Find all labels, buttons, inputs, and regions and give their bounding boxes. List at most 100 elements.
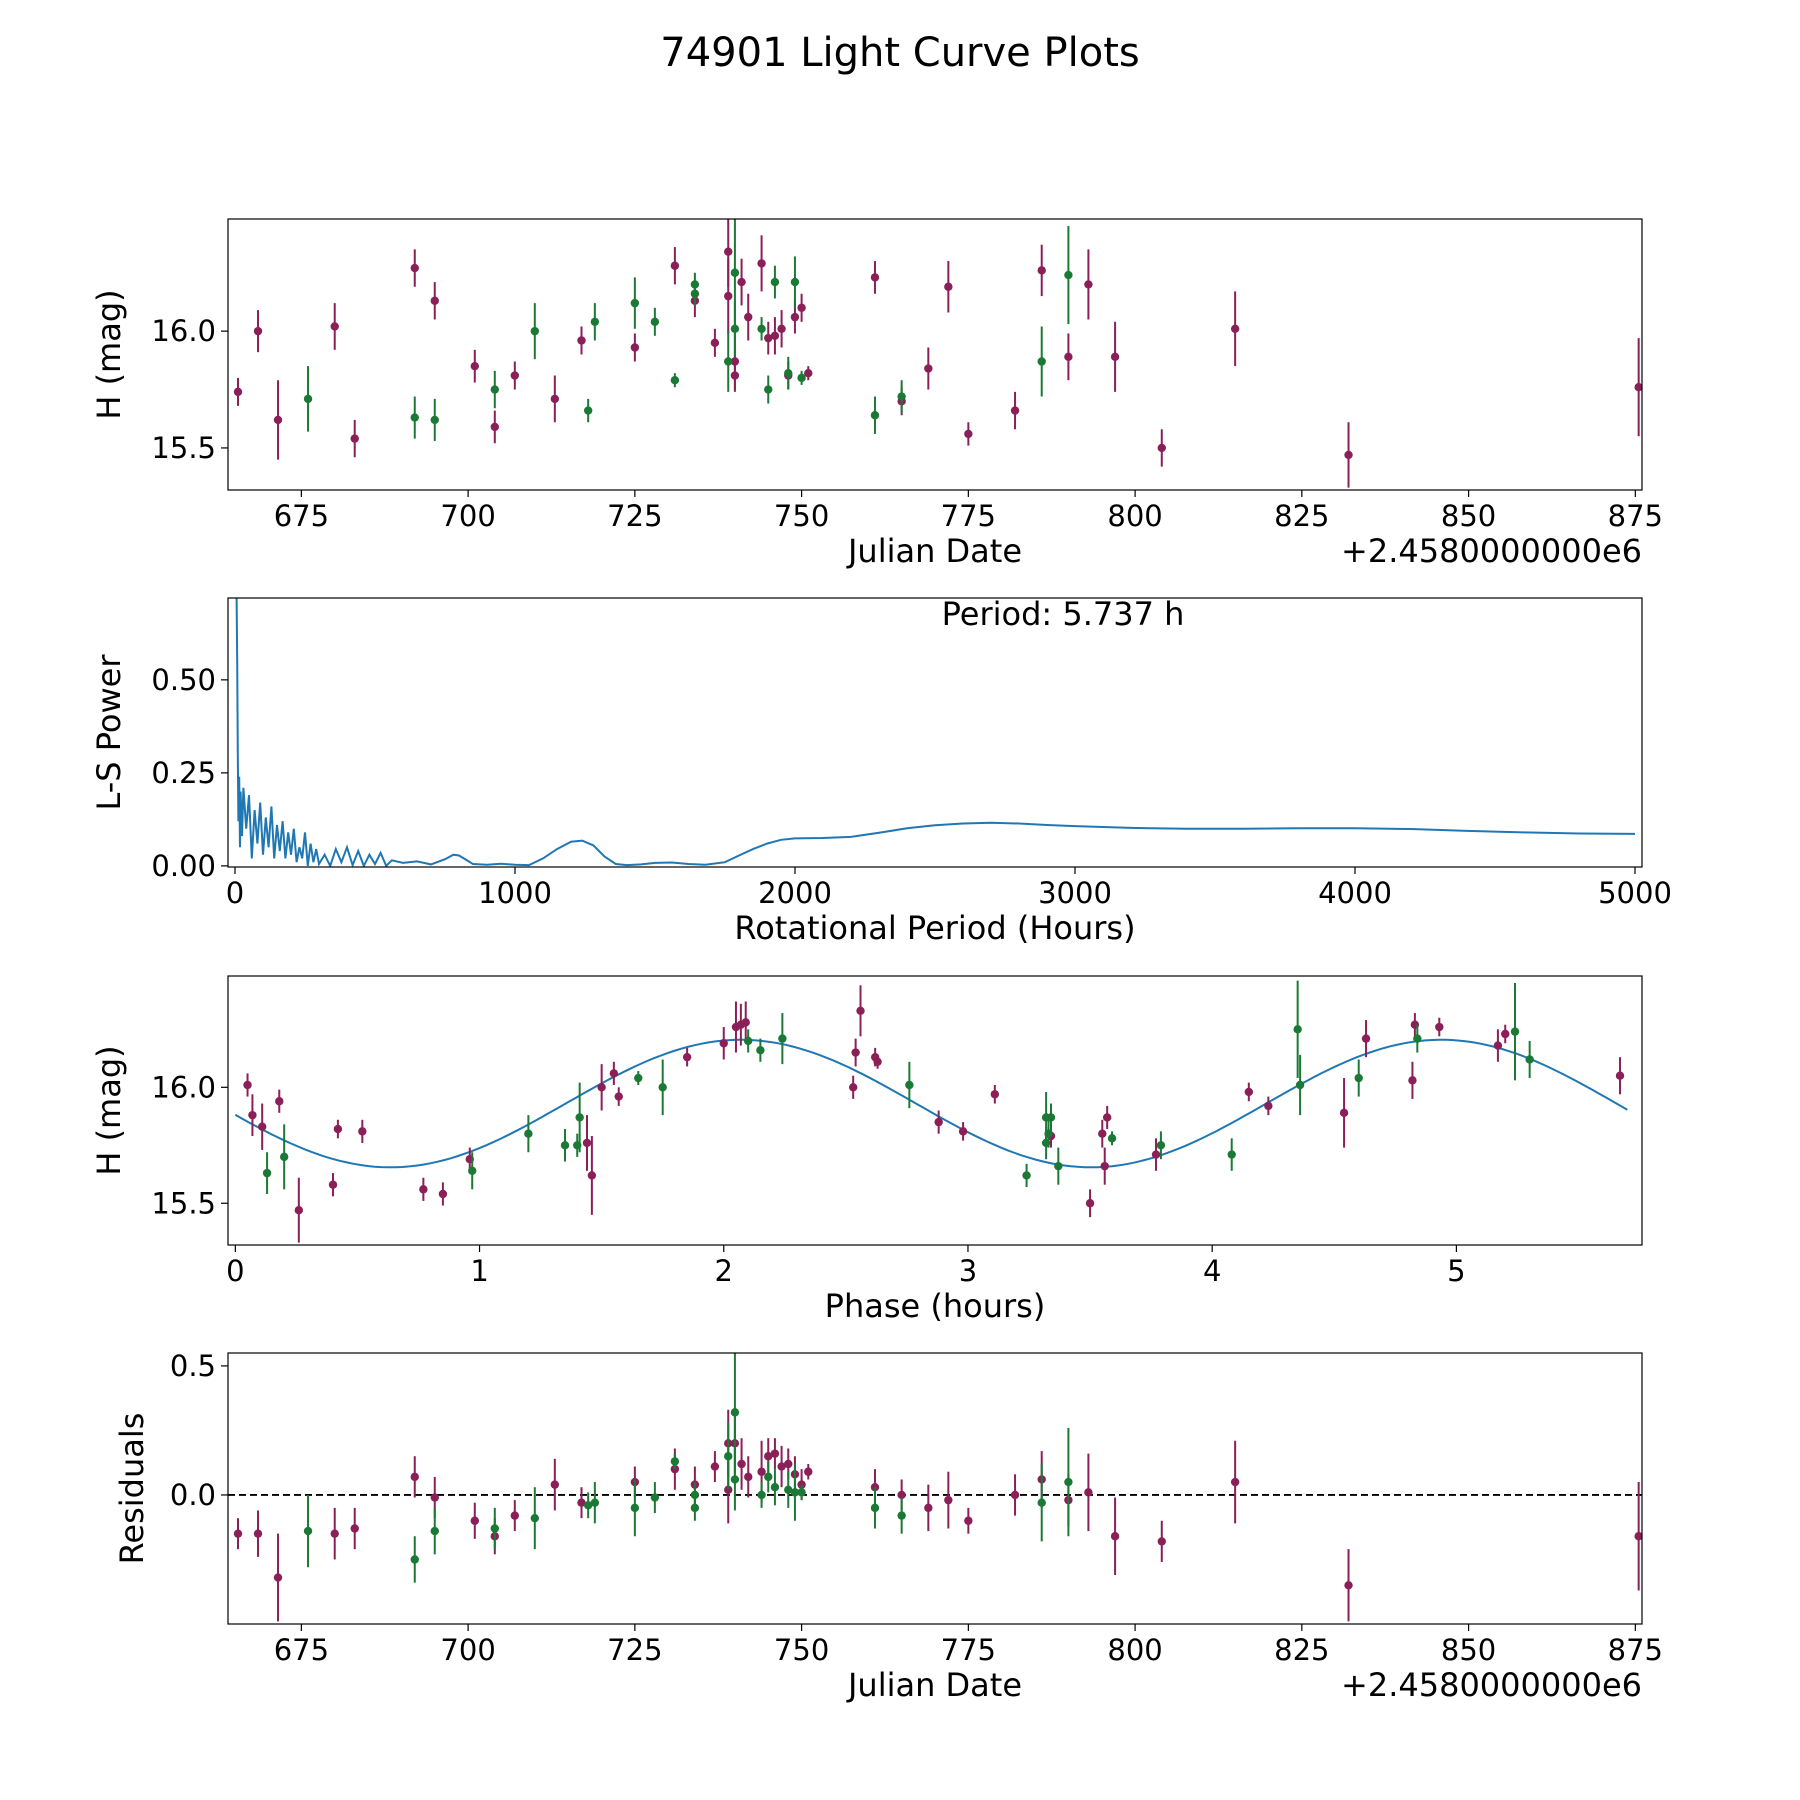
x-tick-label: 850 [1441,1633,1496,1667]
data-point [851,1048,860,1057]
data-point [1054,1161,1063,1171]
fit-model-curve [234,1038,1628,1169]
data-point [670,261,680,270]
data-point [350,434,359,443]
data-point [630,298,640,308]
data-point [1510,1027,1520,1036]
data-point [870,273,880,282]
axes-frame [227,975,1643,1246]
data-point [873,1057,882,1067]
data-point [804,368,813,378]
x-tick-label: 3000 [1038,876,1112,910]
data-point [630,1503,640,1513]
y-tick-label: 0.50 [151,663,216,697]
data-point [764,385,773,394]
residuals-panel: 675 700 725 750 775 800 825 850 875 0.0 0.5 Julian … [113,1349,1663,1704]
data-point [350,1524,359,1533]
data-point [419,1185,428,1194]
data-point [490,1524,499,1533]
y-tick-label: 0.25 [151,756,216,790]
data-point [743,1036,753,1046]
data-point [279,1152,289,1162]
data-point [1157,443,1166,453]
data-point [944,1495,953,1505]
data-point [273,1573,283,1582]
data-point [1037,266,1046,275]
data-point [1525,1055,1534,1064]
data-point [737,277,746,287]
data-point [741,1018,750,1027]
x-tick-label: 4 [1203,1254,1221,1288]
data-point [1064,270,1073,280]
data-point [233,387,243,397]
data-point [438,1189,448,1199]
data-point [797,1488,806,1497]
x-tick-label: 725 [607,1633,662,1667]
series-filter-b [303,1353,1073,1583]
data-point [1084,280,1093,289]
data-point [897,392,906,401]
data-point [333,1124,343,1134]
data-point [1157,1537,1166,1546]
data-point [590,317,600,326]
data-point [1634,383,1642,392]
data-point [583,406,593,415]
x-tick-label: 800 [1107,499,1162,533]
data-point [1295,1080,1305,1090]
data-point [582,1138,592,1148]
data-point [764,1452,773,1461]
data-point [1413,1034,1422,1043]
x-tick-label: 775 [941,499,996,533]
data-point [670,1457,680,1466]
series-filter-b [262,980,1534,1194]
data-point [1244,1087,1254,1097]
data-point [330,322,339,331]
x-tick-label: 4000 [1318,876,1392,910]
data-point [1098,1129,1107,1138]
x-tick-label: 675 [274,499,329,533]
x-tick-label: 750 [774,499,829,533]
data-point [744,312,753,322]
data-point [770,1449,780,1458]
figure-title: 74901 Light Curve Plots [660,30,1139,76]
data-point [1634,1532,1642,1541]
x-axis-label: Phase (hours) [825,1287,1046,1325]
data-point [1064,1477,1073,1487]
x-tick-label: 5 [1447,1254,1465,1288]
data-point [990,1090,1000,1099]
y-axis-label: Residuals [113,1413,151,1565]
data-point [797,373,806,383]
data-point [1085,1199,1095,1208]
data-point [658,1083,667,1092]
light-curve-panel: 675 700 725 750 775 800 825 850 875 15.5 16.0 Julia… [90,218,1663,570]
data-point [253,326,263,336]
data-point [1046,1113,1056,1122]
data-point [1037,357,1046,366]
plot-area [235,598,1636,867]
data-point [1110,352,1120,362]
data-point [410,1472,419,1482]
data-point [575,1113,584,1122]
data-point [1339,1108,1349,1118]
data-point [897,1511,906,1520]
data-point [294,1206,304,1215]
data-point [964,1516,973,1525]
data-point [757,259,766,268]
data-point [757,324,766,334]
y-tick-label: 0.00 [151,849,216,883]
data-point [724,1452,733,1461]
data-point [756,1046,765,1055]
data-point [724,247,733,256]
data-point [1010,1490,1020,1500]
y-axis-label: L-S Power [90,654,128,811]
data-point [233,1529,243,1538]
data-point [550,1480,560,1489]
data-point [790,277,800,287]
data-point [770,331,780,341]
data-point [587,1171,597,1180]
data-point [1408,1076,1417,1085]
x-tick-label: 700 [440,1633,495,1667]
x-tick-label: 775 [941,1633,996,1667]
data-point [1064,352,1073,362]
data-point [328,1180,338,1189]
